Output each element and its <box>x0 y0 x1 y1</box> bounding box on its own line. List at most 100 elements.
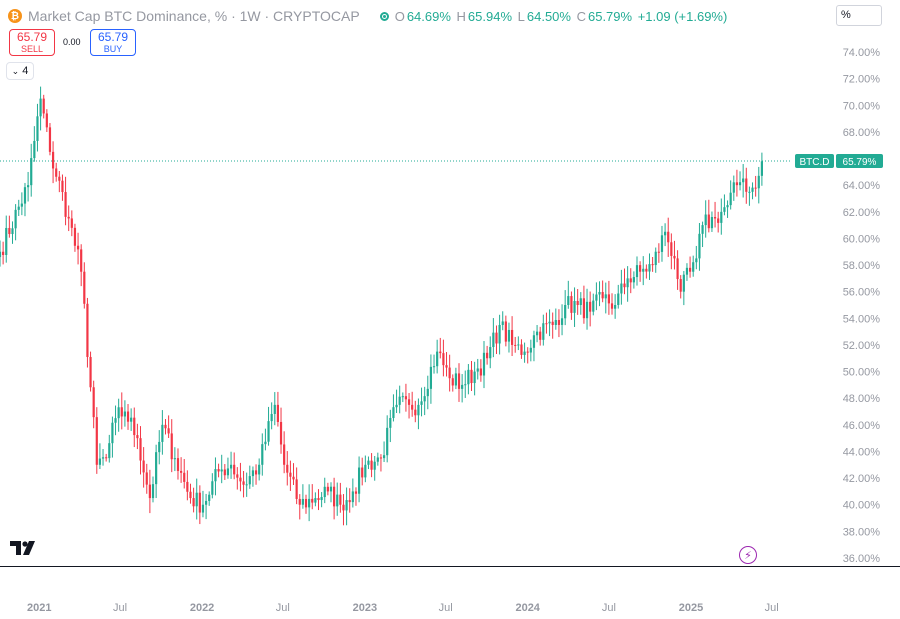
candle-body <box>27 185 30 188</box>
candle-body <box>570 296 573 313</box>
candle-body <box>654 251 657 266</box>
candle-body <box>48 127 52 152</box>
candle-body <box>195 492 198 507</box>
lightning-icon[interactable]: ⚡︎ <box>739 546 757 564</box>
candle-body <box>357 467 361 494</box>
y-tick-label: 46.00% <box>843 420 881 432</box>
candle-body <box>426 388 429 397</box>
candle-body <box>529 347 532 353</box>
x-tick-label: 2021 <box>27 602 51 614</box>
candle-body <box>208 494 211 501</box>
candle-body <box>554 320 557 325</box>
candle-body <box>592 300 595 312</box>
candle-body <box>14 209 17 229</box>
candle-body <box>451 378 454 386</box>
candle-body <box>745 178 748 192</box>
y-axis: 74.00%72.00%70.00%68.00%66.00%64.00%62.0… <box>843 47 881 565</box>
candle-body <box>482 352 486 376</box>
candle-body <box>304 498 308 508</box>
symbol-title[interactable]: Market Cap BTC Dominance, % · 1W · CRYPT… <box>28 8 360 24</box>
candle-body <box>607 294 610 304</box>
candle-body <box>457 373 461 389</box>
x-tick-label: Jul <box>113 602 127 614</box>
candle-body <box>560 318 564 325</box>
close-value: 65.79% <box>587 8 633 24</box>
candle-body <box>663 231 667 236</box>
candle-body <box>39 98 42 117</box>
candle-body <box>432 366 436 368</box>
candle-body <box>86 303 89 357</box>
candle-body <box>617 293 620 305</box>
candle-body <box>286 464 289 473</box>
candle-body <box>436 351 439 367</box>
x-tick-label: Jul <box>765 602 779 614</box>
y-tick-label: 48.00% <box>843 393 881 405</box>
candle-body <box>701 225 704 234</box>
candle-body <box>333 486 336 507</box>
candle-body <box>239 477 242 482</box>
candle-body <box>11 228 14 235</box>
candle-body <box>251 470 255 477</box>
candle-body <box>635 265 639 278</box>
candle-body <box>414 409 417 416</box>
low-key: L <box>517 8 525 24</box>
candle-body <box>61 180 64 193</box>
candle-body <box>30 158 33 186</box>
candle-body <box>757 175 760 189</box>
candle-body <box>226 468 230 476</box>
candle-body <box>695 258 698 263</box>
buy-button[interactable]: 65.79 BUY <box>90 29 136 56</box>
candle-body <box>198 492 201 513</box>
candle-body <box>651 264 654 266</box>
candle-body <box>92 387 95 418</box>
x-tick-label: 2024 <box>515 602 540 614</box>
candle-body <box>573 300 576 313</box>
candle-body <box>688 267 692 272</box>
candle-body <box>55 168 58 177</box>
candle-body <box>726 205 729 208</box>
candle-body <box>105 457 108 459</box>
candle-body <box>698 233 701 259</box>
change-value: +1.09 (+1.69%) <box>637 8 728 24</box>
candle-body <box>648 264 651 272</box>
candle-body <box>314 498 317 503</box>
candle-body <box>354 491 358 494</box>
candle-body <box>567 296 570 305</box>
candle-body <box>439 351 442 354</box>
candle-body <box>386 427 389 456</box>
indicators-toggle-button[interactable]: ⌄ 4 <box>6 62 34 80</box>
candle-body <box>311 498 314 503</box>
candle-body <box>717 218 720 223</box>
candle-body <box>632 277 635 283</box>
candle-body <box>70 218 73 228</box>
market-status-icon[interactable] <box>379 11 389 21</box>
candle-body <box>58 176 61 181</box>
candle-body <box>548 321 551 324</box>
candles-layer <box>0 86 763 526</box>
candle-body <box>95 417 98 465</box>
candle-body <box>292 476 295 480</box>
last-price-label: BTC.D 65.79% <box>795 154 883 168</box>
x-tick-label: 2022 <box>190 602 214 614</box>
candle-body <box>101 457 105 459</box>
indicators-count: 4 <box>22 65 29 77</box>
sell-button[interactable]: 65.79 SELL <box>9 29 55 56</box>
percent-scale-button[interactable]: % <box>836 5 882 26</box>
candle-body <box>535 331 539 336</box>
candle-body <box>614 305 617 309</box>
candle-body <box>423 396 426 402</box>
tradingview-logo-icon[interactable] <box>10 541 38 555</box>
candle-body <box>142 460 145 473</box>
candle-body <box>64 192 67 217</box>
candle-body <box>267 421 270 442</box>
candle-body <box>254 470 258 475</box>
spread-value: 0.00 <box>63 37 81 47</box>
candle-body <box>445 365 448 368</box>
candle-body <box>738 182 742 186</box>
ohlc-legend: O 64.69% H 65.94% L 64.50% C 65.79% +1.09 (+… <box>395 9 730 24</box>
x-tick-label: Jul <box>602 602 616 614</box>
candle-body <box>176 458 180 471</box>
candle-body <box>492 332 495 348</box>
candle-body <box>220 469 223 472</box>
